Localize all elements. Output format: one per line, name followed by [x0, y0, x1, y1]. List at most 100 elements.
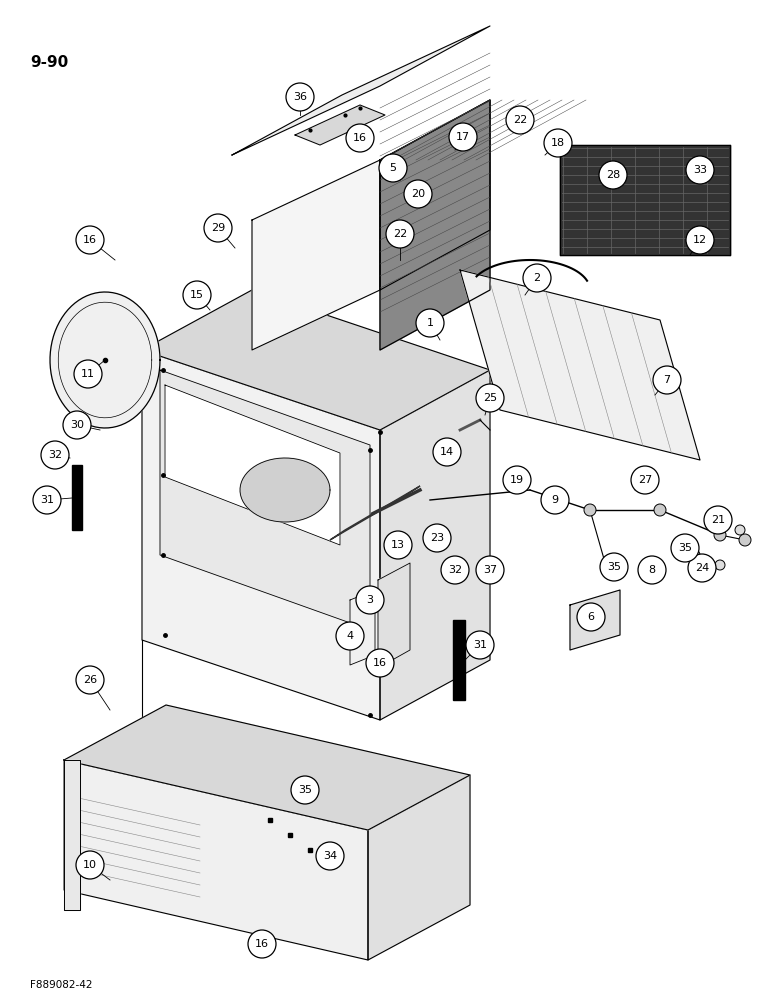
Text: 35: 35 [298, 785, 312, 795]
Circle shape [76, 666, 104, 694]
Circle shape [735, 525, 745, 535]
Polygon shape [142, 350, 380, 720]
Circle shape [577, 603, 605, 631]
Text: 29: 29 [211, 223, 225, 233]
Circle shape [356, 586, 384, 614]
Polygon shape [50, 292, 160, 428]
Circle shape [204, 214, 232, 242]
Circle shape [739, 534, 751, 546]
Text: 9-90: 9-90 [30, 55, 68, 70]
Circle shape [183, 281, 211, 309]
Polygon shape [240, 458, 330, 522]
Circle shape [384, 531, 412, 559]
Text: 5: 5 [390, 163, 397, 173]
Text: 4: 4 [347, 631, 354, 641]
Text: 19: 19 [510, 475, 524, 485]
Circle shape [379, 154, 407, 182]
Circle shape [76, 226, 104, 254]
Text: 21: 21 [711, 515, 725, 525]
Polygon shape [142, 290, 490, 430]
Circle shape [686, 156, 714, 184]
Circle shape [654, 504, 666, 516]
Text: 33: 33 [693, 165, 707, 175]
Circle shape [584, 504, 596, 516]
Circle shape [416, 309, 444, 337]
Text: 24: 24 [695, 563, 709, 573]
Polygon shape [64, 760, 80, 910]
Circle shape [503, 466, 531, 494]
Polygon shape [570, 590, 620, 650]
Circle shape [671, 534, 699, 562]
Polygon shape [380, 370, 490, 720]
Text: 11: 11 [81, 369, 95, 379]
Polygon shape [232, 26, 490, 155]
Circle shape [248, 930, 276, 958]
Circle shape [33, 486, 61, 514]
Text: 16: 16 [353, 133, 367, 143]
Text: 3: 3 [367, 595, 374, 605]
Text: 26: 26 [83, 675, 97, 685]
Circle shape [316, 842, 344, 870]
Polygon shape [252, 160, 380, 350]
Polygon shape [64, 705, 470, 830]
Text: 1: 1 [426, 318, 434, 328]
Text: 23: 23 [430, 533, 444, 543]
Polygon shape [160, 370, 370, 630]
Circle shape [688, 554, 716, 582]
Circle shape [346, 124, 374, 152]
Text: 6: 6 [587, 612, 594, 622]
Text: 12: 12 [693, 235, 707, 245]
Circle shape [404, 180, 432, 208]
Circle shape [704, 506, 732, 534]
Text: 22: 22 [393, 229, 407, 239]
Polygon shape [453, 620, 465, 700]
Polygon shape [64, 760, 368, 960]
Circle shape [63, 411, 91, 439]
Circle shape [686, 226, 714, 254]
Circle shape [541, 486, 569, 514]
Circle shape [544, 129, 572, 157]
Text: 22: 22 [513, 115, 527, 125]
Circle shape [631, 466, 659, 494]
Polygon shape [368, 775, 470, 960]
Polygon shape [72, 465, 82, 530]
Text: 15: 15 [190, 290, 204, 300]
Polygon shape [165, 385, 340, 545]
Text: 16: 16 [255, 939, 269, 949]
Text: 16: 16 [373, 658, 387, 668]
Circle shape [506, 106, 534, 134]
Text: 36: 36 [293, 92, 307, 102]
Circle shape [715, 560, 725, 570]
Circle shape [291, 776, 319, 804]
Text: 37: 37 [483, 565, 497, 575]
Text: 32: 32 [48, 450, 62, 460]
Text: 35: 35 [678, 543, 692, 553]
Circle shape [523, 264, 551, 292]
Polygon shape [330, 486, 420, 540]
Text: 28: 28 [606, 170, 620, 180]
Circle shape [74, 360, 102, 388]
Text: 18: 18 [551, 138, 565, 148]
Circle shape [41, 441, 69, 469]
Circle shape [476, 384, 504, 412]
Circle shape [286, 83, 314, 111]
Circle shape [423, 524, 451, 552]
Text: 14: 14 [440, 447, 454, 457]
Circle shape [366, 649, 394, 677]
Circle shape [336, 622, 364, 650]
Text: 16: 16 [83, 235, 97, 245]
Polygon shape [380, 100, 490, 290]
Text: 9: 9 [551, 495, 559, 505]
Text: 35: 35 [607, 562, 621, 572]
Text: 34: 34 [323, 851, 337, 861]
Circle shape [600, 553, 628, 581]
Text: 31: 31 [40, 495, 54, 505]
Circle shape [441, 556, 469, 584]
Polygon shape [380, 100, 490, 350]
Circle shape [690, 550, 700, 560]
Text: 10: 10 [83, 860, 97, 870]
Polygon shape [560, 145, 730, 255]
Polygon shape [378, 563, 410, 668]
Circle shape [714, 529, 726, 541]
Polygon shape [460, 270, 700, 460]
